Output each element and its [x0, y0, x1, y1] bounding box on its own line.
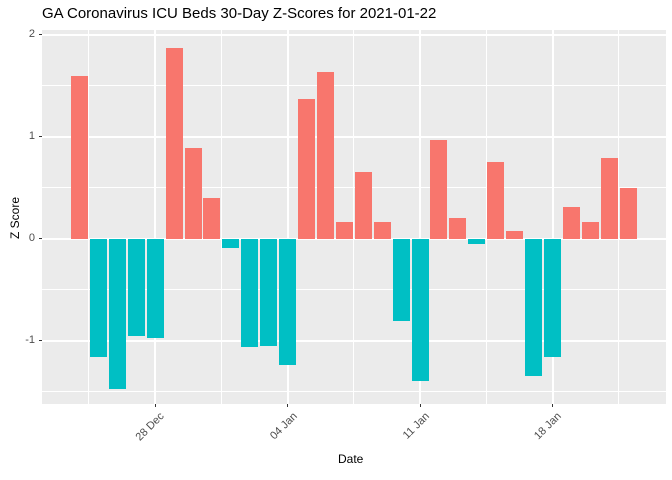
gridline-minor-vertical — [353, 30, 355, 404]
gridline-major-vertical — [286, 30, 289, 404]
bar-2021-01-19 — [562, 207, 580, 239]
x-axis-title: Date — [338, 452, 364, 466]
bar-2021-01-08 — [354, 171, 372, 239]
bar-2020-12-27 — [127, 238, 145, 336]
y-tick-mark — [39, 34, 42, 36]
x-tick-label: 11 Jan — [400, 410, 432, 442]
bar-2021-01-11 — [411, 238, 429, 381]
bar-2021-01-16 — [506, 230, 524, 239]
bar-2021-01-03 — [260, 238, 278, 347]
bar-2020-12-25 — [89, 238, 107, 358]
x-tick-mark — [552, 404, 553, 407]
bar-2021-01-13 — [449, 217, 467, 239]
x-tick-mark — [154, 404, 156, 407]
bar-2020-12-30 — [184, 148, 202, 239]
x-tick-mark — [287, 404, 289, 407]
bar-2021-01-02 — [241, 238, 259, 348]
bar-2020-12-26 — [108, 238, 126, 389]
bar-2021-01-15 — [487, 162, 505, 239]
y-tick-label: -1 — [25, 334, 35, 347]
bar-2021-01-09 — [373, 221, 391, 239]
gridline-minor-vertical — [220, 30, 222, 404]
gridline-major-horizontal — [42, 237, 666, 240]
y-tick-mark — [39, 136, 42, 138]
x-tick-label: 28 Dec — [133, 410, 167, 444]
gridline-minor-vertical — [618, 30, 620, 404]
y-tick-label: 0 — [28, 232, 35, 245]
gridline-major-vertical — [551, 30, 554, 404]
bar-2021-01-18 — [544, 238, 561, 358]
bar-2021-01-07 — [335, 221, 353, 239]
bar-2021-01-10 — [392, 238, 410, 321]
y-tick-label: 2 — [28, 28, 35, 41]
bar-2021-01-12 — [430, 140, 448, 239]
y-tick-label: 1 — [28, 130, 35, 143]
bar-2020-12-28 — [146, 238, 164, 338]
bar-2021-01-06 — [316, 71, 334, 239]
x-tick-label: 04 Jan — [267, 410, 300, 443]
gridline-major-horizontal — [42, 135, 666, 138]
bar-2021-01-14 — [468, 238, 486, 245]
gridline-minor-vertical — [485, 30, 487, 404]
y-tick-mark — [39, 238, 42, 240]
bar-2020-12-29 — [165, 48, 183, 239]
bar-2021-01-22 — [619, 187, 637, 239]
gridline-major-vertical — [154, 30, 157, 404]
y-tick-mark — [39, 340, 42, 342]
gridline-major-horizontal — [42, 339, 666, 342]
bar-2020-12-31 — [203, 198, 221, 239]
bar-2021-01-21 — [600, 158, 618, 239]
gridline-major-horizontal — [42, 33, 666, 36]
bar-2021-01-17 — [525, 238, 543, 376]
plot-panel — [42, 30, 666, 404]
bar-2021-01-01 — [222, 238, 240, 249]
bar-2021-01-05 — [298, 99, 316, 239]
x-tick-label: 18 Jan — [532, 410, 565, 443]
chart-title: GA Coronavirus ICU Beds 30-Day Z-Scores … — [42, 5, 437, 22]
x-tick-mark — [419, 404, 421, 407]
bar-2020-12-24 — [71, 75, 88, 239]
gridline-minor-vertical — [88, 30, 90, 404]
bar-2021-01-04 — [279, 238, 297, 366]
bar-2021-01-20 — [581, 221, 599, 239]
gridline-major-vertical — [419, 30, 422, 404]
